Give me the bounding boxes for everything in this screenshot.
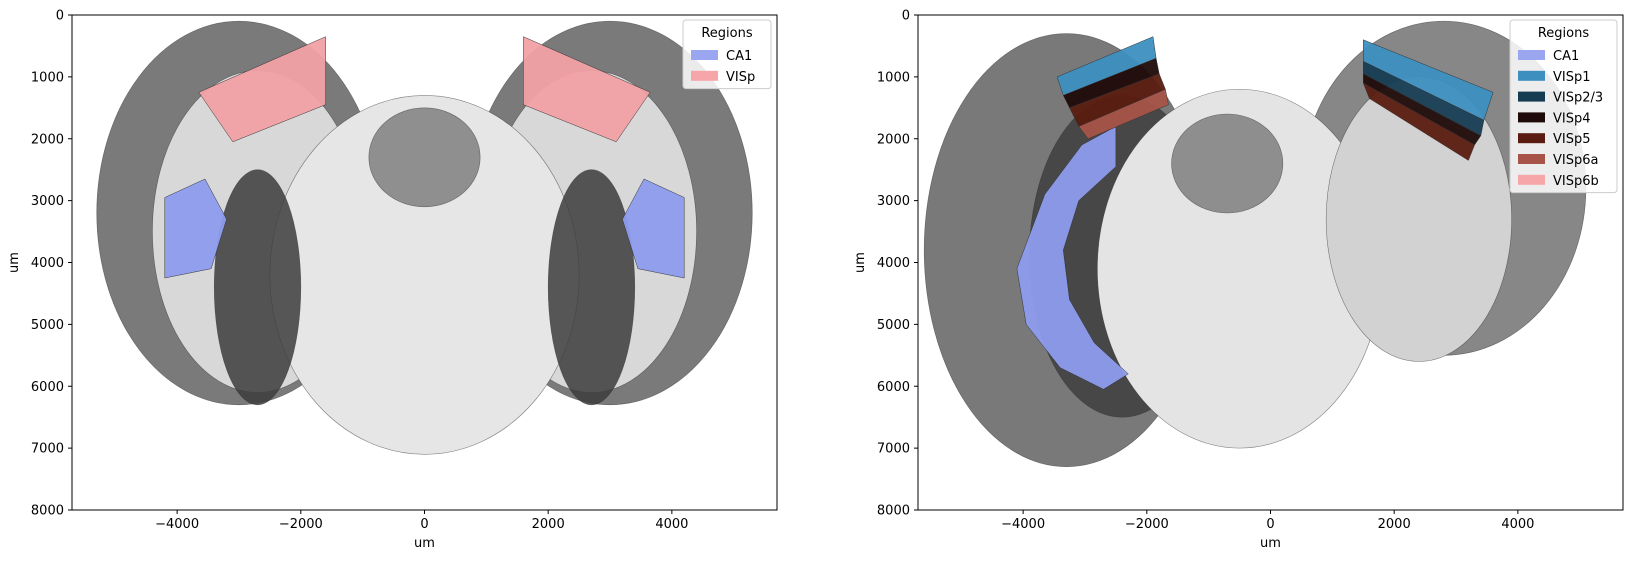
right-y-tick-label: 1000	[877, 70, 910, 85]
right-legend-label: VISp6b	[1553, 174, 1599, 189]
right-y-tick-label: 6000	[877, 380, 910, 395]
left-legend-swatch	[691, 50, 718, 60]
left-y-tick-label: 0	[56, 9, 64, 24]
left-legend-swatch	[691, 70, 718, 81]
right-x-axis-label: um	[1260, 536, 1281, 551]
region-visp6a-0	[1078, 88, 1169, 140]
left-y-tick-label: 2000	[31, 132, 64, 147]
left-y-tick-label: 8000	[31, 504, 64, 519]
right-legend-label: VISp4	[1553, 111, 1591, 126]
left-x-tick-label: −4000	[155, 517, 199, 532]
right-x-tick-label: 0	[1266, 517, 1274, 532]
region-ca1-0	[1016, 125, 1129, 390]
right-legend-swatch	[1518, 91, 1545, 102]
right-legend-label: VISp1	[1553, 70, 1591, 85]
right-legend-label: VISp5	[1553, 132, 1591, 147]
midline-nucleus	[368, 107, 481, 208]
region-visp5-1	[1362, 82, 1475, 161]
left-legend-label: CA1	[726, 49, 752, 64]
right-legend-swatch	[1518, 174, 1545, 185]
right-legend-swatch	[1518, 112, 1545, 123]
right-y-tick-label: 0	[902, 9, 910, 24]
right-legend-swatch	[1518, 154, 1545, 164]
left-brain-section	[96, 20, 753, 455]
right-y-axis-label: um	[853, 252, 868, 273]
left-hippocampus-band	[213, 169, 302, 406]
right-legend-label: VISp6a	[1553, 153, 1598, 168]
right-x-tick-label: −4000	[1001, 517, 1045, 532]
left-x-tick-label: −2000	[279, 517, 323, 532]
right-legend-box	[1509, 19, 1618, 194]
left-legend-label: VISp	[726, 70, 755, 85]
right-legend-swatch	[1518, 50, 1545, 60]
right-hippocampus-band	[547, 169, 636, 406]
right-y-tick-label: 4000	[877, 256, 910, 271]
left-y-tick-label: 3000	[31, 194, 64, 209]
left-y-tick-label: 4000	[31, 256, 64, 271]
left-y-tick-label: 6000	[31, 380, 64, 395]
midline-nucleus	[1171, 113, 1284, 214]
left-y-axis-label: um	[7, 252, 22, 273]
region-ca1-1	[622, 178, 685, 279]
right-legend-swatch	[1518, 133, 1545, 144]
region-ca1-0	[164, 178, 227, 279]
right-legend: Regions CA1 VISp1 VISp2/3 VISp4 VISp5 VISp6a VI…	[1509, 19, 1618, 194]
right-y-tick-label: 3000	[877, 194, 910, 209]
right-y-tick-label: 5000	[877, 318, 910, 333]
left-x-tick-label: 2000	[532, 517, 565, 532]
right-legend-title: Regions	[1538, 26, 1590, 41]
right-x-tick-label: 2000	[1378, 517, 1411, 532]
right-panel: −4000 −2000 0 2000 4000 0 1000 2000 3000 4000 5000…	[853, 9, 1624, 551]
right-x-tick-label: 4000	[1501, 517, 1534, 532]
right-brain-section	[923, 20, 1587, 467]
region-visp-0	[198, 36, 326, 143]
left-y-tick-label: 7000	[31, 442, 64, 457]
left-panel: −4000 −2000 0 2000 4000 0 1000 2000 3000 4000 5000…	[7, 9, 778, 551]
left-x-axis-label: um	[414, 536, 435, 551]
left-legend-title: Regions	[701, 26, 753, 41]
right-y-tick-label: 2000	[877, 132, 910, 147]
right-legend-swatch	[1518, 70, 1545, 81]
left-y-tick-label: 1000	[31, 70, 64, 85]
left-x-tick-label: 4000	[655, 517, 688, 532]
right-x-tick-label: −2000	[1125, 517, 1169, 532]
left-legend: Regions CA1 VISp	[682, 19, 772, 90]
region-visp-1	[523, 36, 651, 143]
right-y-tick-label: 8000	[877, 504, 910, 519]
right-y-tick-label: 7000	[877, 442, 910, 457]
left-y-tick-label: 5000	[31, 318, 64, 333]
right-legend-label: CA1	[1553, 49, 1579, 64]
right-legend-label: VISp2/3	[1553, 91, 1603, 106]
left-x-tick-label: 0	[420, 517, 428, 532]
